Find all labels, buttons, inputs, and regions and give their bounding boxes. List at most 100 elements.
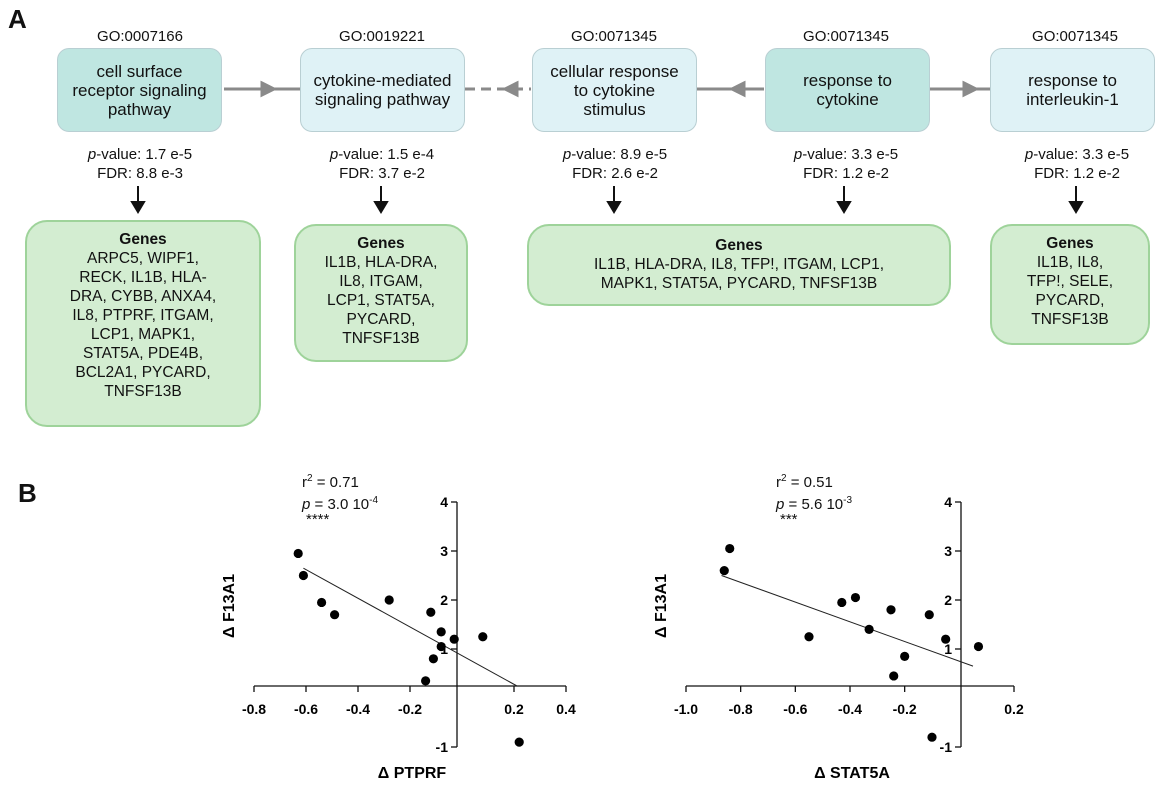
p-value: -value: 1.5 e-4 (338, 146, 435, 163)
scatter-1-y-tick-label: 3 (440, 543, 448, 559)
go-term-box-2: cytokine-mediated signaling pathway (300, 48, 465, 132)
scatter-2-stats: r2 = 0.51 p = 5.6 10-3 *** (776, 470, 853, 527)
genes-line: MAPK1, STAT5A, PYCARD, TNFSF13B (600, 275, 878, 292)
term-stats-1: p-value: 1.7 e-5 FDR: 8.8 e-3 (30, 145, 250, 183)
go-id-5: GO:0071345 (1032, 28, 1118, 45)
scatter-2-x-tick-label: -0.2 (893, 701, 917, 717)
scatter-2-data-point (886, 605, 896, 615)
r2-symbol: r (776, 474, 781, 491)
go-term-box-3: cellular response to cytokine stimulus (532, 48, 697, 132)
scatter-1-data-point (428, 654, 438, 664)
r2-superscript: 2 (781, 473, 787, 484)
term-stats-3: p-value: 8.9 e-5 FDR: 2.6 e-2 (505, 145, 725, 183)
scatter-1-y-axis-title: Δ F13A1 (221, 574, 238, 638)
go-id-1: GO:0007166 (97, 28, 183, 45)
p-value: = 3.0 10 (310, 496, 370, 513)
panel-a-label: A (8, 4, 27, 34)
genes-line: LCP1, MAPK1, (90, 326, 196, 343)
go-term-name: response to interleukin-1 (1026, 71, 1119, 109)
scatter-1-data-point (426, 607, 436, 617)
arrowhead-2-3 (501, 80, 519, 98)
scatter-2-y-tick-label: -1 (940, 739, 953, 755)
genes-line: TNFSF13B (104, 383, 182, 400)
scatter-1-data-point (421, 676, 431, 686)
p-annotation: p = 3.0 10-4 (302, 492, 378, 514)
p-value: -value: 3.3 e-5 (1033, 146, 1130, 163)
genes-line: RECK, IL1B, HLA- (79, 269, 207, 286)
p-exponent: -4 (369, 495, 379, 506)
scatter-1-y-tick-label: 2 (440, 592, 448, 608)
genes-line: TFP!, SELE, (1026, 273, 1114, 290)
scatter-2-regression-line (721, 575, 974, 667)
scatter-1-data-point (293, 548, 303, 559)
scatter-2-data-point (804, 632, 814, 642)
p-value: = 5.6 10 (784, 496, 844, 513)
fdr-value: FDR: 8.8 e-3 (97, 165, 183, 182)
scatter-2-data-point (973, 641, 984, 652)
go-term-name: response to cytokine (803, 71, 892, 109)
p-value: -value: 3.3 e-5 (802, 146, 899, 163)
scatter-1-x-tick-label: -0.8 (242, 701, 266, 717)
scatter-2-x-tick-label: 0.2 (1004, 701, 1024, 717)
scatter-1-x-axis-title: Δ PTPRF (378, 765, 447, 782)
genes-box-3: Genes IL1B, HLA-DRA, IL8, TFP!, ITGAM, L… (527, 224, 951, 306)
term-stats-5: p-value: 3.3 e-5 FDR: 1.2 e-2 (967, 145, 1155, 183)
scatter-1-stats: r2 = 0.71 p = 3.0 10-4 **** (302, 470, 378, 527)
fdr-value: FDR: 2.6 e-2 (572, 165, 658, 182)
scatter-1-data-point (317, 597, 327, 608)
genes-title: Genes (715, 237, 763, 254)
p-label: p (87, 146, 97, 163)
go-term-box-5: response to interleukin-1 (990, 48, 1155, 132)
scatter-1-data-point (298, 570, 308, 581)
genes-line: ARPC5, WIPF1, (87, 250, 199, 267)
r2-symbol: r (302, 474, 307, 491)
fdr-value: FDR: 1.2 e-2 (803, 165, 889, 182)
term-stats-2: p-value: 1.5 e-4 FDR: 3.7 e-2 (272, 145, 492, 183)
genes-line: PYCARD, (346, 311, 416, 328)
r2-value: = 0.71 (312, 474, 359, 491)
panel-b-label: B (18, 478, 37, 508)
genes-line: IL8, ITGAM, (339, 273, 423, 290)
scatter-2-y-tick-label: 1 (944, 641, 952, 657)
scatter-1-data-point (330, 610, 340, 620)
r2-value: = 0.51 (786, 474, 833, 491)
genes-box-2: Genes IL1B, HLA-DRA, IL8, ITGAM, LCP1, S… (294, 224, 468, 362)
p-value: -value: 8.9 e-5 (571, 146, 668, 163)
scatter-1-x-tick-label: -0.6 (294, 701, 318, 717)
scatter-2-data-point (900, 651, 910, 661)
scatter-2-data-point (924, 610, 934, 620)
fdr-value: FDR: 3.7 e-2 (339, 165, 425, 182)
scatter-1-data-point (436, 641, 446, 652)
go-term-name: cytokine-mediated signaling pathway (313, 71, 452, 109)
scatter-1-data-point (514, 737, 524, 747)
scatter-2-data-point (837, 597, 847, 608)
scatter-2-data-point (725, 543, 735, 554)
r2-annotation: r2 = 0.51 (776, 470, 852, 492)
scatter-1-data-point (449, 634, 459, 644)
p-label: p (329, 146, 339, 163)
scatter-2-y-tick-label: 4 (944, 494, 952, 510)
scatter-1-data-point (436, 627, 446, 637)
scatter-2-data-point (719, 566, 729, 576)
p-symbol: p (776, 496, 785, 513)
p-label: p (1024, 146, 1034, 163)
p-value: -value: 1.7 e-5 (96, 146, 193, 163)
genes-line: DRA, CYBB, ANXA4, (69, 288, 217, 305)
go-id-4: GO:0071345 (803, 28, 889, 45)
scatter-1-y-tick-label: 4 (440, 494, 448, 510)
p-symbol: p (302, 496, 311, 513)
genes-line: PYCARD, (1035, 292, 1105, 309)
scatter-2-y-tick-label: 2 (944, 592, 952, 608)
scatter-1-x-tick-label: 0.4 (556, 701, 576, 717)
p-exponent: -3 (843, 495, 853, 506)
scatter-2-data-point (864, 624, 874, 635)
go-term-name: cellular response to cytokine stimulus (550, 61, 679, 119)
genes-title: Genes (119, 231, 167, 248)
genes-box-1: Genes ARPC5, WIPF1, RECK, IL1B, HLA- DRA… (25, 220, 261, 427)
scatter-2-x-axis-title: Δ STAT5A (814, 765, 890, 782)
genes-line: IL1B, IL8, (1036, 254, 1104, 271)
scatter-2-data-point (850, 592, 861, 603)
go-term-name: cell surface receptor signaling pathway (72, 61, 207, 119)
